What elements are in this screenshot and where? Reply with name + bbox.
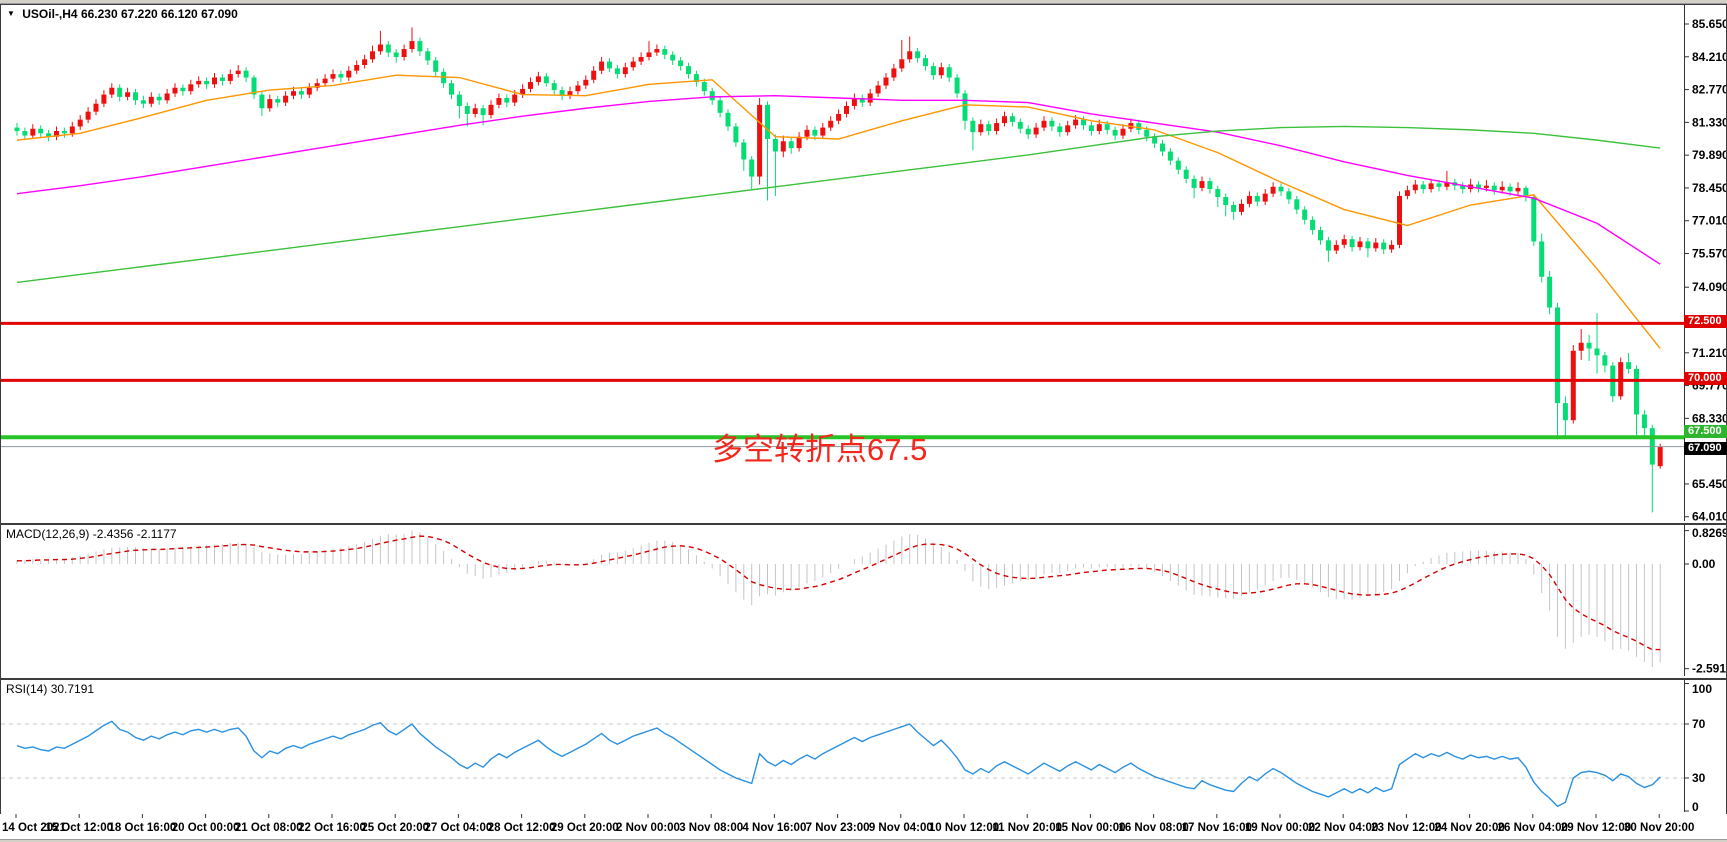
svg-text:68.330: 68.330 [1692, 411, 1726, 425]
macd-caption: MACD(12,26,9) -2.4356 -2.1177 [6, 527, 177, 541]
svg-text:25 Oct 20:00: 25 Oct 20:00 [361, 822, 429, 834]
price-level-badge-72500: 72.500 [1684, 315, 1727, 329]
svg-text:2 Nov 00:00: 2 Nov 00:00 [616, 822, 680, 834]
rsi-line [16, 720, 1661, 808]
svg-text:20 Oct 00:00: 20 Oct 00:00 [172, 822, 240, 834]
macd-canvas[interactable]: 0.8269 0.00 -2.591 [1, 525, 1726, 676]
svg-text:23 Nov 12:00: 23 Nov 12:00 [1371, 822, 1441, 834]
svg-text:10 Nov 12:00: 10 Nov 12:00 [929, 822, 999, 834]
svg-text:74.090: 74.090 [1692, 280, 1726, 294]
rsi-panel: 100 70 30 0 [0, 679, 1727, 815]
svg-text:4 Nov 16:00: 4 Nov 16:00 [742, 822, 806, 834]
svg-text:0: 0 [1692, 800, 1699, 812]
svg-text:22 Oct 16:00: 22 Oct 16:00 [298, 822, 366, 834]
chart-title: ▼ USOil-,H4 66.230 67.220 66.120 67.090 [7, 7, 238, 21]
svg-text:11 Nov 20:00: 11 Nov 20:00 [992, 822, 1062, 834]
svg-text:18 Oct 16:00: 18 Oct 16:00 [109, 822, 177, 834]
rsi-indicator-name: RSI(14) [6, 682, 48, 696]
svg-text:14 Oct 2021: 14 Oct 2021 [2, 822, 67, 834]
chart-annotation-text: 多空转折点67.5 [712, 432, 928, 467]
svg-text:71.210: 71.210 [1692, 346, 1726, 360]
svg-text:15 Oct 12:00: 15 Oct 12:00 [45, 822, 113, 834]
svg-text:77.010: 77.010 [1692, 214, 1726, 228]
svg-text:75.570: 75.570 [1692, 247, 1726, 261]
ma-fast-line [16, 74, 1661, 349]
price-chart-panel: 85.650 84.210 82.770 81.330 79.890 78.450 77.0… [0, 4, 1727, 524]
svg-text:65.450: 65.450 [1692, 477, 1726, 491]
svg-text:70: 70 [1692, 717, 1706, 731]
current-price-badge: 67.090 [1684, 441, 1727, 455]
svg-text:82.770: 82.770 [1692, 83, 1726, 97]
svg-text:30 Nov 20:00: 30 Nov 20:00 [1624, 822, 1694, 834]
svg-text:22 Nov 04:00: 22 Nov 04:00 [1308, 822, 1378, 834]
svg-text:7 Nov 23:00: 7 Nov 23:00 [806, 822, 870, 834]
rsi-canvas[interactable]: 100 70 30 0 [1, 680, 1726, 812]
svg-text:100: 100 [1692, 682, 1712, 696]
svg-text:21 Oct 08:00: 21 Oct 08:00 [235, 822, 303, 834]
macd-signal-value: -2.1177 [136, 527, 177, 541]
svg-text:-2.591: -2.591 [1692, 662, 1726, 676]
svg-text:19 Nov 00:00: 19 Nov 00:00 [1245, 822, 1315, 834]
svg-text:3 Nov 08:00: 3 Nov 08:00 [679, 822, 743, 834]
svg-text:26 Nov 04:00: 26 Nov 04:00 [1498, 822, 1568, 834]
macd-indicator-name: MACD(12,26,9) [6, 527, 90, 541]
svg-text:64.010: 64.010 [1692, 510, 1726, 521]
svg-text:79.890: 79.890 [1692, 148, 1726, 162]
svg-text:84.210: 84.210 [1692, 50, 1726, 64]
price-level-badge-70000: 70.000 [1684, 372, 1727, 386]
window-top-edge [0, 0, 1727, 4]
price-level-badge-67500: 67.500 [1684, 425, 1727, 439]
svg-text:28 Oct 12:00: 28 Oct 12:00 [488, 822, 556, 834]
svg-text:0.8269: 0.8269 [1692, 526, 1726, 540]
svg-text:78.450: 78.450 [1692, 181, 1726, 195]
svg-text:0.00: 0.00 [1692, 557, 1716, 571]
ma-slow-line [16, 125, 1661, 284]
symbol-dropdown-icon[interactable]: ▼ [7, 9, 15, 18]
svg-text:15 Nov 00:00: 15 Nov 00:00 [1055, 822, 1125, 834]
time-axis: 14 Oct 2021 15 Oct 12:00 18 Oct 16:00 20 Oc… [0, 814, 1727, 839]
price-chart-canvas[interactable]: 85.650 84.210 82.770 81.330 79.890 78.450 77.0… [1, 5, 1726, 521]
ma-medium-line [16, 95, 1661, 265]
macd-signal-line [17, 535, 1661, 651]
symbol-timeframe-label: USOil-,H4 [22, 7, 78, 21]
svg-text:24 Nov 20:00: 24 Nov 20:00 [1434, 822, 1504, 834]
svg-text:29 Oct 20:00: 29 Oct 20:00 [551, 822, 619, 834]
rsi-caption: RSI(14) 30.7191 [6, 682, 94, 696]
svg-text:85.650: 85.650 [1692, 17, 1726, 31]
macd-panel: 0.8269 0.00 -2.591 [0, 524, 1727, 679]
window-bottom-edge [0, 839, 1727, 842]
rsi-value: 30.7191 [50, 682, 95, 696]
svg-text:9 Nov 04:00: 9 Nov 04:00 [869, 822, 933, 834]
svg-text:30: 30 [1692, 771, 1706, 785]
ohlc-readout: 66.230 67.220 66.120 67.090 [80, 7, 238, 21]
svg-text:27 Oct 04:00: 27 Oct 04:00 [425, 822, 493, 834]
svg-text:29 Nov 12:00: 29 Nov 12:00 [1561, 822, 1631, 834]
svg-text:17 Nov 16:00: 17 Nov 16:00 [1182, 822, 1252, 834]
macd-main-value: -2.4356 [92, 527, 134, 541]
svg-text:81.330: 81.330 [1692, 115, 1726, 129]
svg-text:16 Nov 08:00: 16 Nov 08:00 [1118, 822, 1188, 834]
